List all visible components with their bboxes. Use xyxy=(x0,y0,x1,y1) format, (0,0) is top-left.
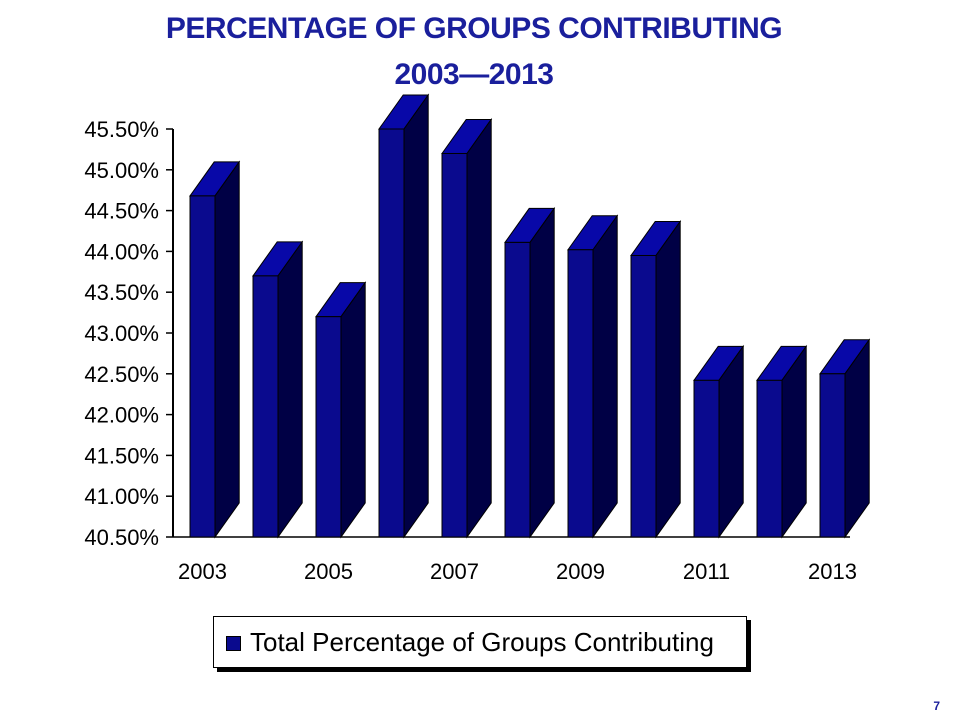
bar-2005 xyxy=(315,281,367,539)
bar-side-face xyxy=(403,93,429,539)
bar-front-face xyxy=(441,152,468,538)
bar-2009 xyxy=(567,214,619,539)
bar-side-face xyxy=(214,160,240,539)
y-tick-label: 44.00% xyxy=(84,239,159,264)
y-axis-tick-labels: 40.50% 41.00% 41.50% 42.00% 42.50% 43.00% 43.5… xyxy=(84,117,173,550)
x-tick-label: 2011 xyxy=(683,559,730,584)
y-tick-label: 40.50% xyxy=(84,525,159,550)
y-tick-label: 42.50% xyxy=(84,362,159,387)
bar-front-face xyxy=(315,316,342,538)
bar-front-face xyxy=(378,128,405,538)
bar-2012 xyxy=(756,344,808,539)
x-tick-label: 2003 xyxy=(178,559,227,584)
y-tick-label: 42.00% xyxy=(84,403,159,428)
bar-front-face xyxy=(504,241,531,538)
y-tick-label: 41.00% xyxy=(84,484,159,509)
y-tick-label: 44.50% xyxy=(84,199,159,224)
chart-legend: Total Percentage of Groups Contributing xyxy=(213,616,747,668)
bar-2008 xyxy=(504,206,556,539)
x-tick-label: 2009 xyxy=(556,559,605,584)
bar-side-face xyxy=(529,206,555,539)
bar-side-face xyxy=(781,344,807,539)
bar-side-face xyxy=(277,240,303,539)
chart-subtitle: 2003—2013 xyxy=(394,58,554,91)
bar-2013 xyxy=(819,338,871,539)
bar-side-face xyxy=(340,281,366,539)
bar-side-face xyxy=(466,117,492,539)
x-tick-label: 2007 xyxy=(430,559,479,584)
bar-front-face xyxy=(819,373,846,538)
y-tick-label: 45.50% xyxy=(84,117,159,142)
bar-front-face xyxy=(756,379,783,538)
page-number: 7 xyxy=(933,699,940,713)
bar-2010 xyxy=(630,219,682,539)
bar-2006 xyxy=(378,93,430,539)
y-tick-label: 45.00% xyxy=(84,158,159,183)
bar-2003 xyxy=(189,160,241,539)
bar-front-face xyxy=(189,195,216,538)
legend-label: Total Percentage of Groups Contributing xyxy=(250,627,714,657)
y-tick-label: 43.00% xyxy=(84,321,159,346)
bar-2011 xyxy=(693,344,745,539)
x-tick-label: 2005 xyxy=(304,559,353,584)
legend-swatch xyxy=(226,636,241,651)
y-tick-label: 43.50% xyxy=(84,280,159,305)
y-tick-label: 41.50% xyxy=(84,443,159,468)
bar-side-face xyxy=(844,338,870,539)
chart-title: PERCENTAGE OF GROUPS CONTRIBUTING xyxy=(165,12,783,45)
bar-2004 xyxy=(252,240,304,539)
bar-front-face xyxy=(693,379,720,538)
x-tick-label: 2013 xyxy=(808,559,857,584)
x-axis-tick-labels: 2003 2005 2007 2009 2011 2013 xyxy=(178,559,857,584)
chart-bars xyxy=(189,93,871,539)
bar-2007 xyxy=(441,117,493,539)
bar-front-face xyxy=(630,254,657,538)
bar-side-face xyxy=(718,344,744,539)
bar-side-face xyxy=(655,219,681,539)
bar-side-face xyxy=(592,214,618,539)
bar-front-face xyxy=(567,249,594,538)
bar-front-face xyxy=(252,275,279,538)
